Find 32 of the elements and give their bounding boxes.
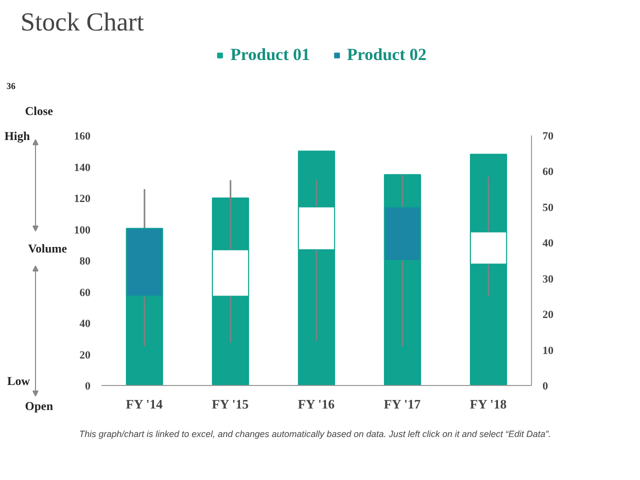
- x-tick-label: FY '17: [384, 396, 422, 412]
- x-tick-label: FY '15: [212, 396, 250, 412]
- y-tick-label: 60: [80, 286, 91, 299]
- y2-tick-label: 50: [542, 202, 554, 214]
- y2-tick-label: 60: [542, 166, 554, 178]
- text: Volume: [28, 242, 68, 256]
- x-tick-label: FY '14: [126, 396, 164, 412]
- y2-tick-label: 70: [542, 130, 554, 142]
- y-tick-label: 20: [80, 349, 91, 362]
- y-tick-label: 80: [80, 256, 91, 268]
- text: 36: [6, 81, 16, 91]
- text: Close: [25, 104, 54, 118]
- text: Low: [7, 374, 30, 388]
- x-tick-label: FY '18: [470, 396, 508, 412]
- y2-tick-label: 40: [542, 238, 554, 250]
- y2-tick-label: 20: [542, 309, 554, 322]
- text: Open: [24, 399, 54, 413]
- x-tick-label: FY '16: [298, 396, 336, 412]
- y2-tick-label: 30: [542, 273, 554, 286]
- y2-tick-label: 10: [542, 344, 554, 357]
- text: This graph/chart is linked to excel, and changes automatically based on data. Just left click on it and select “Edit Data”.: [79, 428, 551, 441]
- legend-label: Product 01: [230, 45, 310, 65]
- y-tick-label: 100: [74, 224, 91, 236]
- legend-label: Product 02: [347, 45, 426, 65]
- y-tick-label: 140: [74, 162, 91, 174]
- y2-tick-label: 0: [542, 380, 548, 392]
- y-tick-label: 160: [74, 130, 91, 142]
- chart-title: Stock Chart: [20, 8, 145, 36]
- y-tick-label: 0: [85, 380, 91, 392]
- y-tick-label: 40: [80, 318, 91, 330]
- y-tick-label: 120: [74, 193, 91, 205]
- text: High: [4, 129, 30, 143]
